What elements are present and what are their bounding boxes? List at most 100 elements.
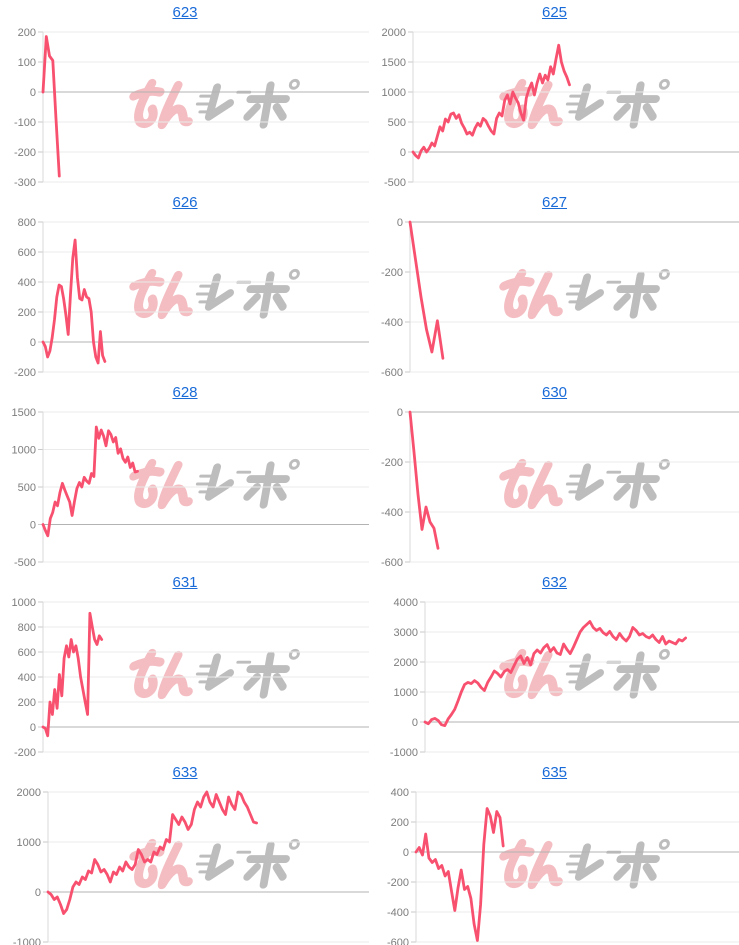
y-tick-label: 3000 bbox=[394, 627, 418, 639]
y-tick-label: 500 bbox=[388, 117, 406, 129]
gridlines: 800 600 400 200 0 -200 bbox=[14, 217, 369, 376]
chart-title-row: 625 bbox=[370, 0, 739, 26]
chart-canvas: 2000 1500 1000 500 0 -500 bbox=[382, 27, 739, 186]
chart-link-632[interactable]: 632 bbox=[541, 574, 568, 591]
y-tick-label: 600 bbox=[18, 647, 36, 659]
chart-link-625[interactable]: 625 bbox=[541, 4, 568, 21]
y-tick-label: 0 bbox=[397, 407, 403, 419]
series-line bbox=[41, 611, 104, 738]
chart-cell-627: 627 0 -200 -400 -600 bbox=[370, 190, 739, 380]
gridlines: 0 -200 -400 -600 bbox=[381, 217, 739, 376]
y-tick-label: -1000 bbox=[13, 937, 41, 945]
y-tick-label: -500 bbox=[384, 177, 406, 186]
chart-canvas: 4000 3000 2000 1000 0 -1000 bbox=[390, 597, 739, 756]
gridlines: 0 -200 -400 -600 bbox=[381, 407, 739, 566]
chart-canvas: 200 100 0 -100 -200 -300 bbox=[14, 27, 369, 186]
y-tick-label: 1000 bbox=[382, 87, 406, 99]
y-tick-label: 400 bbox=[18, 277, 36, 289]
y-tick-label: -200 bbox=[14, 147, 36, 159]
gridlines: 1500 1000 500 0 -500 bbox=[12, 407, 369, 566]
series-line bbox=[411, 43, 571, 160]
chart-canvas: 1000 800 600 400 200 0 -200 bbox=[12, 597, 369, 756]
chart-cell-625: 625 2000 1500 1000 500 0 -500 bbox=[370, 0, 739, 190]
series-line bbox=[46, 790, 259, 915]
chart-canvas: 0 -200 -400 -600 bbox=[381, 217, 739, 376]
y-tick-label: -600 bbox=[387, 937, 409, 945]
chart-cell-632: 632 4000 3000 2000 1000 0 -1000 bbox=[370, 570, 739, 760]
chart-title-row: 633 bbox=[0, 760, 370, 786]
y-tick-label: -200 bbox=[381, 267, 403, 279]
chart-link-623[interactable]: 623 bbox=[172, 4, 198, 21]
chart-cell-626: 626 800 600 400 200 0 -200 bbox=[0, 190, 370, 380]
y-tick-label: -200 bbox=[381, 457, 403, 469]
series-line bbox=[41, 238, 107, 365]
chart-title-row: 628 bbox=[0, 380, 370, 406]
chart-link-633[interactable]: 633 bbox=[172, 764, 198, 781]
y-tick-label: 0 bbox=[30, 520, 36, 532]
chart-title-row: 631 bbox=[0, 570, 370, 596]
y-tick-label: 0 bbox=[30, 722, 36, 734]
y-tick-label: 600 bbox=[18, 247, 36, 259]
y-tick-label: 200 bbox=[391, 817, 409, 829]
y-tick-label: 200 bbox=[18, 697, 36, 709]
y-tick-label: 800 bbox=[18, 622, 36, 634]
y-tick-label: -1000 bbox=[390, 747, 418, 756]
chart-title-row: 635 bbox=[370, 760, 739, 786]
chart-link-627[interactable]: 627 bbox=[541, 194, 568, 211]
y-tick-label: -400 bbox=[381, 507, 403, 519]
series-line bbox=[408, 220, 445, 360]
y-tick-label: 1000 bbox=[12, 445, 36, 457]
gridlines: 1000 800 600 400 200 0 -200 bbox=[12, 597, 369, 756]
y-tick-label: 1000 bbox=[394, 687, 418, 699]
y-tick-label: 800 bbox=[18, 217, 36, 229]
y-tick-label: 0 bbox=[397, 217, 403, 229]
chart-canvas: 2000 1000 0 -1000 bbox=[13, 787, 369, 945]
y-tick-label: -600 bbox=[381, 557, 403, 566]
y-tick-label: -300 bbox=[14, 177, 36, 186]
chart-canvas: 0 -200 -400 -600 bbox=[381, 407, 739, 566]
y-tick-label: 0 bbox=[30, 337, 36, 349]
y-tick-label: 400 bbox=[18, 672, 36, 684]
y-tick-label: 0 bbox=[400, 147, 406, 159]
series-line bbox=[408, 410, 440, 550]
chart-title-row: 632 bbox=[370, 570, 739, 596]
y-tick-label: 200 bbox=[18, 27, 36, 39]
y-tick-label: 100 bbox=[18, 57, 36, 69]
chart-cell-631: 631 1000 800 600 400 200 0 -200 bbox=[0, 570, 370, 760]
gridlines: 200 100 0 -100 -200 -300 bbox=[14, 27, 369, 186]
chart-canvas: 800 600 400 200 0 -200 bbox=[14, 217, 369, 376]
gridlines: 400 200 0 -200 -400 -600 bbox=[387, 787, 739, 945]
y-tick-label: 0 bbox=[35, 887, 41, 899]
chart-link-630[interactable]: 630 bbox=[541, 384, 568, 401]
y-tick-label: 1000 bbox=[17, 837, 41, 849]
y-tick-label: -200 bbox=[14, 747, 36, 756]
y-tick-label: 1500 bbox=[12, 407, 36, 419]
chart-link-635[interactable]: 635 bbox=[541, 764, 568, 781]
y-tick-label: -200 bbox=[387, 877, 409, 889]
y-tick-label: 1500 bbox=[382, 57, 406, 69]
y-tick-label: 2000 bbox=[382, 27, 406, 39]
series-line bbox=[414, 807, 505, 942]
chart-title-row: 626 bbox=[0, 190, 370, 216]
y-tick-label: 400 bbox=[391, 787, 409, 799]
y-tick-label: -500 bbox=[14, 557, 36, 566]
gridlines: 2000 1500 1000 500 0 -500 bbox=[382, 27, 739, 186]
chart-cell-623: 623 200 100 0 -100 -200 -300 bbox=[0, 0, 370, 190]
y-tick-label: -400 bbox=[387, 907, 409, 919]
y-tick-label: -100 bbox=[14, 117, 36, 129]
chart-link-631[interactable]: 631 bbox=[172, 574, 198, 591]
chart-link-628[interactable]: 628 bbox=[172, 384, 198, 401]
series-line bbox=[41, 425, 139, 538]
y-tick-label: -600 bbox=[381, 367, 403, 376]
chart-link-626[interactable]: 626 bbox=[172, 194, 198, 211]
series-line bbox=[41, 35, 61, 178]
chart-cell-630: 630 0 -200 -400 -600 bbox=[370, 380, 739, 570]
gridlines: 4000 3000 2000 1000 0 -1000 bbox=[390, 597, 739, 756]
y-tick-label: 1000 bbox=[12, 597, 36, 609]
chart-cell-633: 633 2000 1000 0 -1000 bbox=[0, 760, 370, 945]
y-tick-label: 0 bbox=[412, 717, 418, 729]
y-tick-label: -400 bbox=[381, 317, 403, 329]
series-line bbox=[423, 620, 688, 728]
y-tick-label: 0 bbox=[30, 87, 36, 99]
